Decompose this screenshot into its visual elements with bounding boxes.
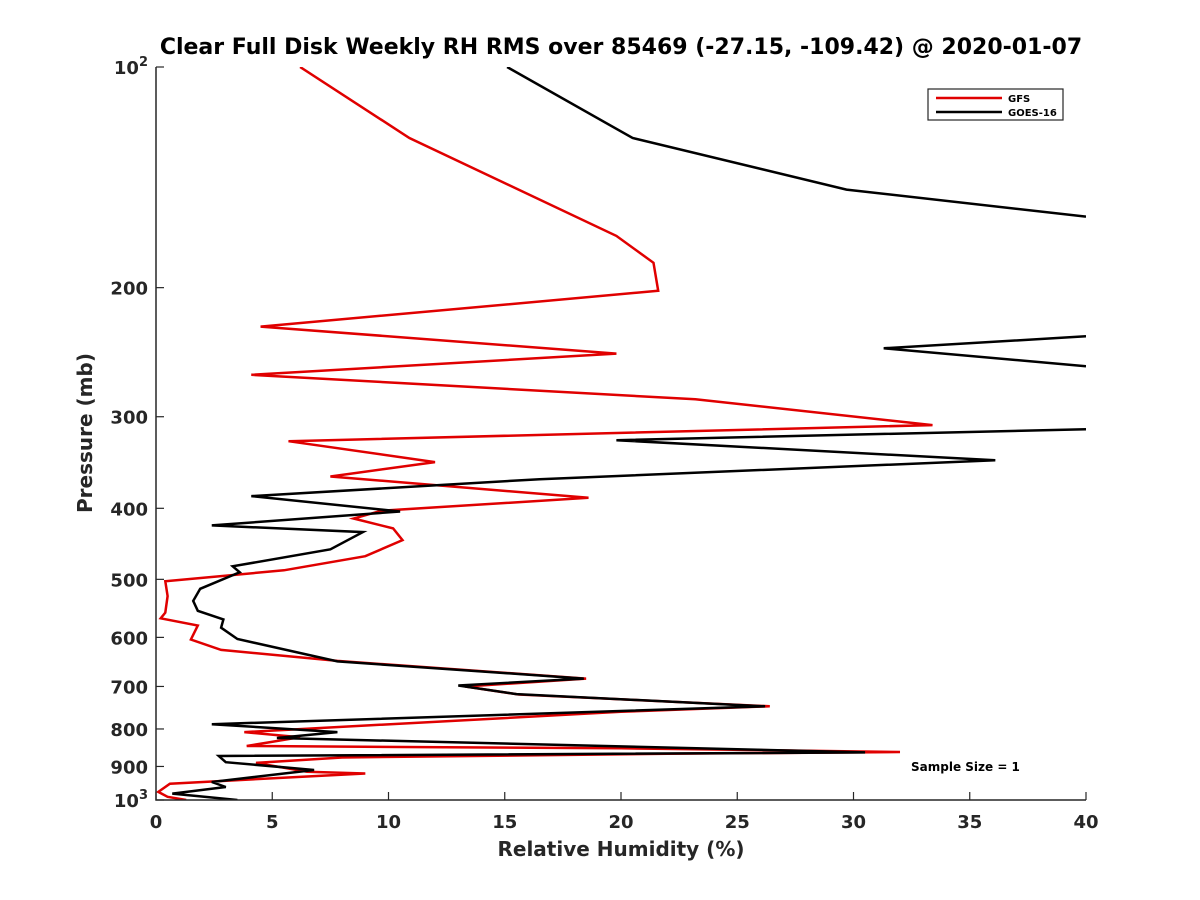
- x-axis-label: Relative Humidity (%): [497, 837, 744, 861]
- y-tick-label: 300: [110, 408, 148, 429]
- x-tick-label: 10: [376, 812, 401, 833]
- y-tick-label: 103: [114, 788, 148, 812]
- y-tick-label: 600: [110, 628, 148, 649]
- y-tick-label: 900: [110, 757, 148, 778]
- y-tick-label: 400: [110, 499, 148, 520]
- x-ticks: 0 5 10 15 20 25 30 35 40: [150, 792, 1099, 833]
- legend-label: GFS: [1008, 94, 1030, 105]
- legend-label: GOES-16: [1008, 108, 1057, 119]
- x-tick-label: 35: [957, 812, 982, 833]
- y-tick-label: 102: [114, 55, 148, 79]
- y-axis-label: Pressure (mb): [73, 353, 97, 513]
- sample-size-annotation: Sample Size = 1: [911, 760, 1020, 774]
- x-tick-label: 5: [266, 812, 279, 833]
- x-tick-label: 40: [1073, 812, 1098, 833]
- y-ticks: 102 200 300 400 500 600 700 800 900 103: [110, 55, 164, 812]
- y-tick-label: 500: [110, 570, 148, 591]
- x-tick-label: 30: [841, 812, 866, 833]
- y-tick-label: 200: [110, 279, 148, 300]
- chart-title: Clear Full Disk Weekly RH RMS over 85469…: [160, 35, 1082, 60]
- x-tick-label: 25: [725, 812, 750, 833]
- y-tick-label: 800: [110, 720, 148, 741]
- x-tick-label: 20: [608, 812, 633, 833]
- x-tick-label: 15: [492, 812, 517, 833]
- series-line-goes-16: [172, 67, 1086, 800]
- x-tick-label: 0: [150, 812, 163, 833]
- y-tick-label: 700: [110, 677, 148, 698]
- series-layer: [156, 67, 1086, 800]
- legend-items: GFS GOES-16: [936, 94, 1057, 119]
- legend: GFS GOES-16: [927, 88, 1064, 121]
- legend-box: [927, 88, 1064, 121]
